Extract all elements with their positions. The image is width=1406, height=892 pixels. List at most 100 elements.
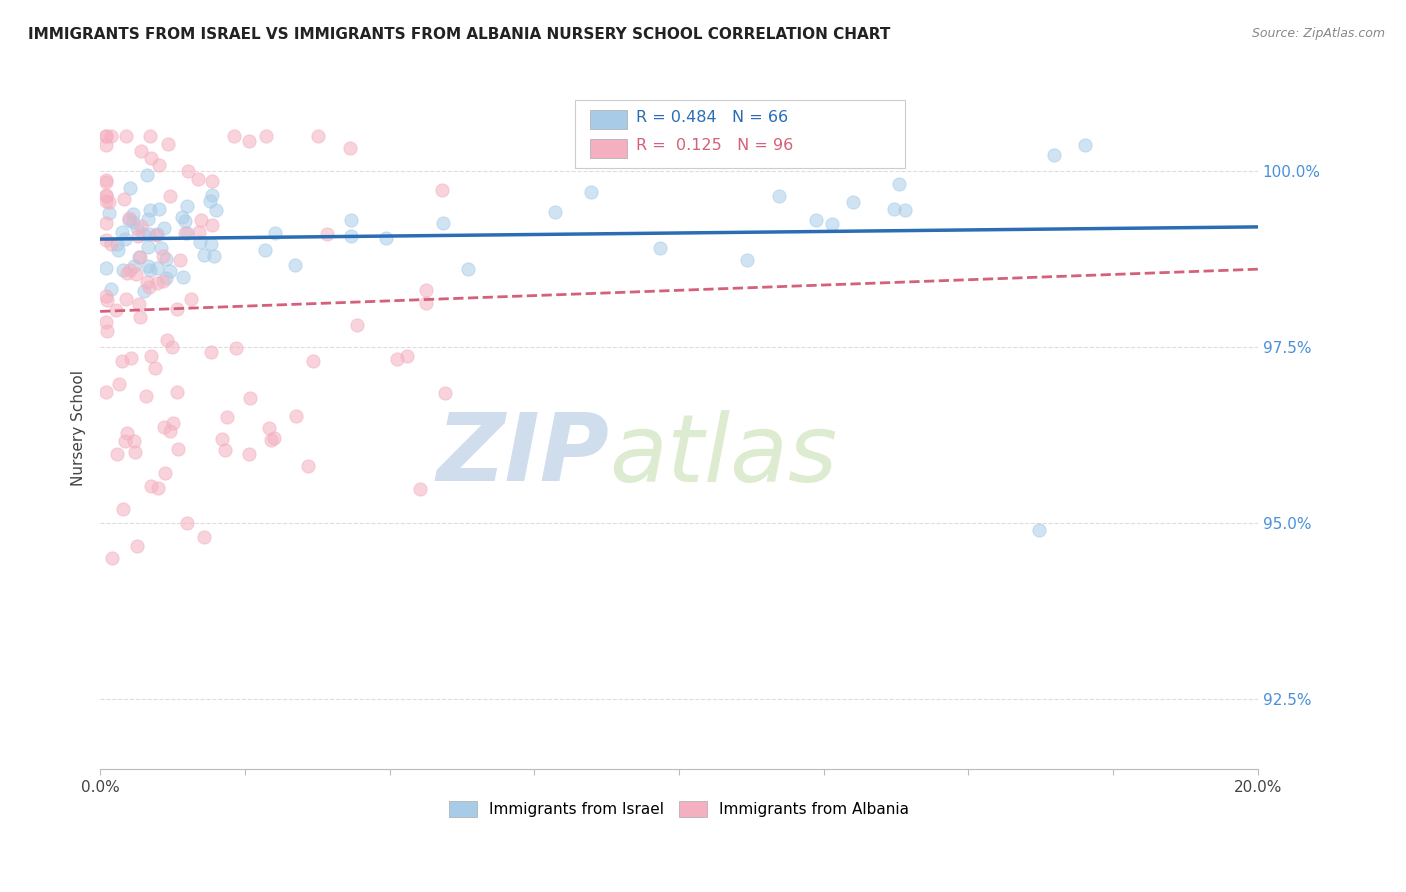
Point	[94, 128, 117, 143]
Point	[339, 212, 361, 227]
Point	[120, 181, 142, 195]
Point	[176, 199, 198, 213]
Point	[263, 431, 285, 445]
Point	[302, 353, 325, 368]
Point	[114, 292, 136, 306]
Point	[415, 283, 437, 297]
Point	[297, 458, 319, 473]
Point	[159, 425, 181, 439]
Point	[457, 262, 479, 277]
Point	[193, 248, 215, 262]
Point	[127, 539, 149, 553]
Point	[166, 302, 188, 317]
Point	[190, 212, 212, 227]
Point	[162, 416, 184, 430]
Point	[155, 252, 177, 266]
Point	[97, 195, 120, 210]
Point	[374, 231, 396, 245]
Point	[111, 226, 134, 240]
Point	[155, 270, 177, 285]
Point	[111, 353, 134, 368]
Point	[201, 187, 224, 202]
Point	[340, 228, 363, 243]
Point	[122, 215, 145, 229]
Point	[114, 232, 136, 246]
Point	[115, 266, 138, 280]
FancyBboxPatch shape	[591, 111, 627, 129]
Point	[239, 391, 262, 405]
Point	[138, 263, 160, 277]
Point	[156, 333, 179, 347]
Point	[188, 225, 211, 239]
Point	[125, 221, 148, 235]
Point	[177, 164, 200, 178]
Point	[173, 226, 195, 240]
Point	[821, 217, 844, 231]
Point	[146, 227, 169, 241]
Point	[121, 207, 143, 221]
Point	[160, 340, 183, 354]
Point	[238, 134, 260, 148]
Point	[94, 175, 117, 189]
Point	[122, 260, 145, 274]
Point	[94, 173, 117, 187]
Point	[887, 177, 910, 191]
Point	[152, 274, 174, 288]
Point	[205, 202, 228, 217]
Point	[114, 434, 136, 449]
Point	[253, 244, 276, 258]
Point	[157, 137, 180, 152]
Point	[172, 269, 194, 284]
Point	[339, 141, 361, 155]
Point	[883, 202, 905, 217]
Point	[225, 341, 247, 355]
Point	[152, 220, 174, 235]
Point	[768, 189, 790, 203]
Point	[96, 234, 118, 248]
Point	[146, 260, 169, 275]
Point	[200, 194, 222, 208]
Point	[200, 345, 222, 359]
Point	[146, 276, 169, 290]
Point	[283, 259, 305, 273]
Point	[409, 482, 432, 496]
Point	[139, 151, 162, 165]
Point	[153, 466, 176, 480]
Point	[432, 184, 454, 198]
Point	[124, 445, 146, 459]
Point	[201, 174, 224, 188]
Point	[735, 252, 758, 267]
Point	[100, 236, 122, 251]
Point	[214, 443, 236, 458]
Point	[284, 409, 307, 423]
Point	[94, 384, 117, 399]
Point	[1043, 148, 1066, 162]
Y-axis label: Nursery School: Nursery School	[72, 370, 86, 486]
Point	[200, 218, 222, 232]
Point	[104, 302, 127, 317]
Point	[107, 244, 129, 258]
Point	[128, 310, 150, 325]
Point	[128, 251, 150, 265]
Point	[125, 267, 148, 281]
Point	[108, 377, 131, 392]
Point	[149, 241, 172, 255]
Point	[118, 213, 141, 227]
Point	[257, 421, 280, 435]
Point	[112, 192, 135, 206]
Point	[94, 189, 117, 203]
Point	[94, 315, 117, 329]
Point	[260, 433, 283, 447]
Point	[187, 171, 209, 186]
Text: Source: ZipAtlas.com: Source: ZipAtlas.com	[1251, 27, 1385, 40]
Point	[135, 275, 157, 289]
Point	[94, 188, 117, 202]
Point	[100, 128, 122, 143]
Point	[174, 214, 197, 228]
Point	[118, 262, 141, 277]
FancyBboxPatch shape	[575, 100, 904, 169]
Point	[96, 293, 118, 308]
Point	[111, 263, 134, 277]
Point	[180, 292, 202, 306]
Point	[112, 501, 135, 516]
